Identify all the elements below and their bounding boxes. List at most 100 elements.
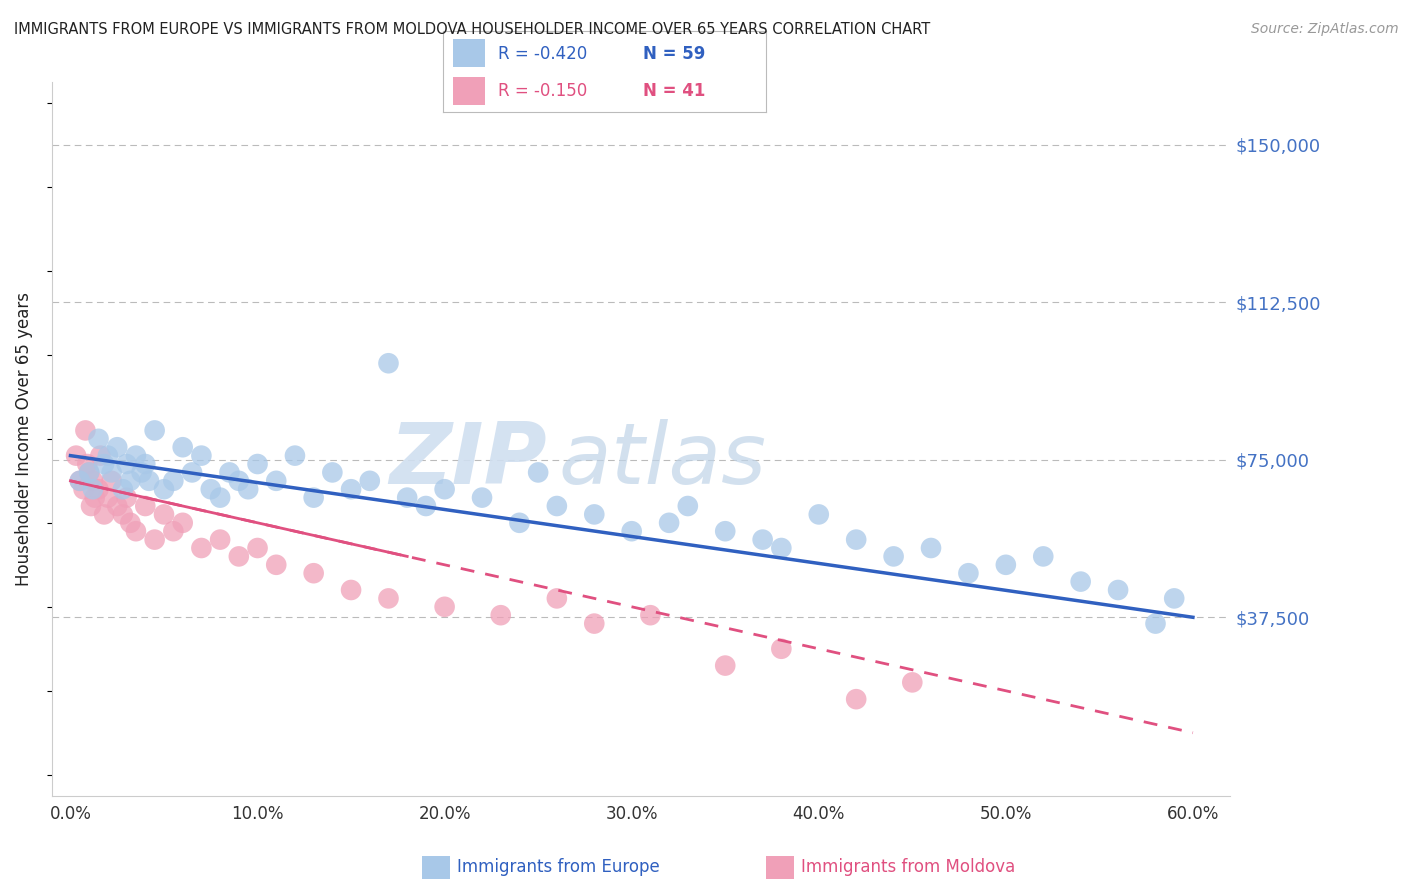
Point (190, 449, 212, 463)
Point (209, 491, 232, 505)
Bar (453, 77, 485, 105)
Point (676, 499, 699, 513)
Point (302, 491, 325, 505)
Point (546, 591, 568, 606)
Point (125, 524, 148, 539)
Point (131, 466, 153, 480)
Point (172, 440, 194, 454)
Point (527, 466, 550, 480)
Point (264, 474, 287, 488)
Point (89, 449, 111, 463)
Bar (453, 39, 485, 68)
Text: R = -0.150: R = -0.150 (498, 82, 588, 100)
Point (583, 616, 606, 631)
Point (82, 474, 104, 488)
Point (489, 608, 512, 623)
Point (845, 533, 868, 547)
Text: N = 59: N = 59 (644, 45, 706, 62)
Text: Immigrants from Moldova: Immigrants from Moldova (801, 858, 1015, 876)
Point (246, 541, 269, 555)
Text: IMMIGRANTS FROM EUROPE VS IMMIGRANTS FROM MOLDOVA HOUSEHOLDER INCOME OVER 65 YEA: IMMIGRANTS FROM EUROPE VS IMMIGRANTS FRO… (14, 22, 931, 37)
Point (125, 449, 148, 463)
Point (377, 356, 399, 370)
Point (93, 457, 115, 471)
Point (1032, 549, 1054, 564)
Point (658, 516, 681, 530)
Point (100, 474, 122, 488)
Point (714, 658, 737, 673)
Point (471, 491, 494, 505)
Point (994, 558, 1017, 572)
Point (340, 482, 363, 496)
Point (134, 499, 156, 513)
Point (97, 449, 120, 463)
Point (396, 491, 419, 505)
Point (75, 424, 97, 438)
Point (359, 474, 381, 488)
Point (284, 449, 307, 463)
Point (111, 482, 134, 496)
Point (65, 449, 87, 463)
Point (83, 491, 105, 505)
Y-axis label: Householder Income Over 65 years: Householder Income Over 65 years (15, 292, 32, 586)
Point (115, 457, 138, 471)
Point (209, 533, 232, 547)
Text: atlas: atlas (558, 418, 766, 501)
Point (111, 508, 134, 522)
Point (1144, 616, 1167, 631)
Point (640, 608, 662, 623)
Point (80, 499, 103, 513)
Text: N = 41: N = 41 (644, 82, 706, 100)
Point (162, 474, 184, 488)
Point (883, 549, 905, 564)
Point (120, 516, 142, 530)
Point (1107, 582, 1129, 597)
Point (200, 482, 222, 496)
Point (138, 474, 160, 488)
Point (143, 533, 166, 547)
Point (76, 457, 98, 471)
Point (115, 491, 138, 505)
Point (100, 466, 122, 480)
Point (546, 499, 568, 513)
Point (143, 424, 166, 438)
Point (105, 440, 128, 454)
Text: Immigrants from Europe: Immigrants from Europe (457, 858, 659, 876)
Point (228, 549, 250, 564)
Point (87, 432, 110, 446)
Point (340, 582, 363, 597)
Text: R = -0.420: R = -0.420 (498, 45, 588, 62)
Point (87, 482, 110, 496)
Point (153, 482, 176, 496)
Point (77, 466, 100, 480)
Point (1163, 591, 1185, 606)
Point (321, 466, 343, 480)
Point (920, 541, 942, 555)
Point (153, 508, 176, 522)
Point (97, 491, 120, 505)
Point (433, 599, 456, 614)
Point (120, 474, 142, 488)
Point (228, 474, 250, 488)
Point (172, 516, 194, 530)
Text: ZIP: ZIP (389, 418, 547, 501)
Text: Source: ZipAtlas.com: Source: ZipAtlas.com (1251, 22, 1399, 37)
Point (69, 474, 91, 488)
Point (620, 524, 643, 539)
Point (246, 457, 269, 471)
Point (77, 466, 100, 480)
Point (105, 499, 128, 513)
Point (302, 566, 325, 581)
Point (238, 482, 260, 496)
Point (807, 508, 830, 522)
Point (1070, 574, 1092, 589)
Point (957, 566, 980, 581)
Point (69, 474, 91, 488)
Point (583, 508, 606, 522)
Point (162, 524, 184, 539)
Point (751, 533, 773, 547)
Point (508, 516, 530, 530)
Point (72, 482, 94, 496)
Point (770, 641, 793, 656)
Point (377, 591, 399, 606)
